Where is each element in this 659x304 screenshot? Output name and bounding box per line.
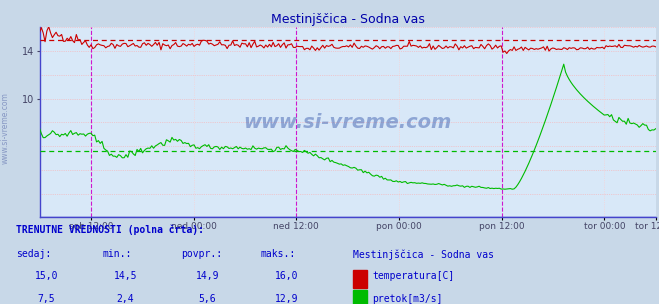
Text: 16,0: 16,0 [275,271,299,281]
Text: www.si-vreme.com: www.si-vreme.com [1,92,10,164]
Text: 14,9: 14,9 [196,271,219,281]
Text: povpr.:: povpr.: [181,249,222,259]
Text: 15,0: 15,0 [34,271,58,281]
Title: Mestinjščica - Sodna vas: Mestinjščica - Sodna vas [271,13,424,26]
Text: maks.:: maks.: [260,249,295,259]
Bar [353,290,367,304]
Text: 2,4: 2,4 [117,294,134,304]
Text: min.:: min.: [102,249,132,259]
Text: 7,5: 7,5 [38,294,55,304]
Text: 12,9: 12,9 [275,294,299,304]
Text: Mestinjščica - Sodna vas: Mestinjščica - Sodna vas [353,249,494,260]
Bar [353,270,367,288]
Text: 14,5: 14,5 [113,271,137,281]
Text: sedaj:: sedaj: [16,249,51,259]
Text: 5,6: 5,6 [199,294,216,304]
Text: www.si-vreme.com: www.si-vreme.com [243,113,452,132]
Text: TRENUTNE VREDNOSTI (polna črta):: TRENUTNE VREDNOSTI (polna črta): [16,224,204,235]
Text: pretok[m3/s]: pretok[m3/s] [372,294,443,304]
Text: temperatura[C]: temperatura[C] [372,271,455,281]
